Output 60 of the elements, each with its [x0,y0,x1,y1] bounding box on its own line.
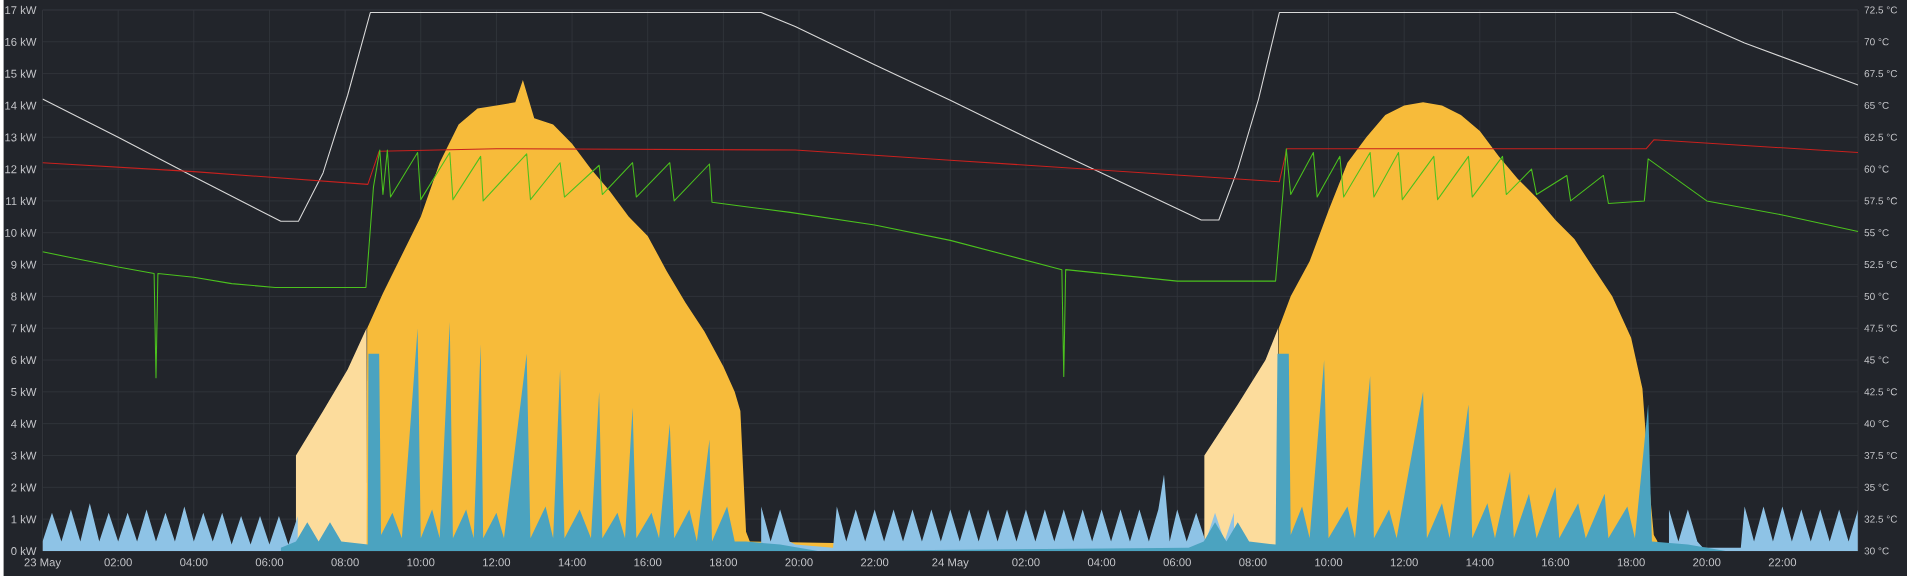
x-tick-label: 14:00 [558,558,586,567]
y-tick-label: 6 kW [11,355,37,365]
y2-tick-label: 50 °C [1864,292,1889,300]
y2-tick-label: 72.5 °C [1864,6,1898,14]
x-tick-label: 22:00 [861,558,889,567]
x-tick-label: 20:00 [785,558,813,567]
y2-tick-label: 40 °C [1864,420,1889,428]
y2-tick-label: 35 °C [1864,483,1889,491]
y-tick-label: 5 kW [11,387,37,397]
x-tick-label: 22:00 [1768,558,1797,567]
x-tick-label: 24 May [932,558,969,569]
x-tick-label: 18:00 [1617,558,1645,567]
x-tick-label: 06:00 [1163,558,1191,567]
x-tick-label: 08:00 [1239,558,1267,567]
x-tick-label: 10:00 [407,558,435,567]
y2-tick-label: 60 °C [1864,165,1889,173]
y2-tick-label: 65 °C [1864,101,1889,110]
y2-tick-label: 30 °C [1864,547,1889,555]
y-tick-label: 8 kW [11,292,37,301]
y2-tick-label: 47.5 °C [1864,324,1898,332]
y-tick-label: 1 kW [11,515,37,524]
y-tick-label: 12 kW [5,165,37,174]
x-tick-label: 16:00 [634,558,662,567]
x-tick-label: 04:00 [180,558,208,567]
y-tick-label: 7 kW [11,324,37,333]
x-tick-label: 02:00 [1012,558,1040,567]
x-tick-label: 23 May [24,558,62,569]
y-tick-label: 9 kW [11,260,37,269]
y2-tick-label: 52.5 °C [1864,261,1898,269]
x-tick-label: 02:00 [104,558,132,567]
x-tick-label: 16:00 [1542,558,1570,567]
x-tick-label: 06:00 [255,558,284,567]
y2-tick-label: 32.5 °C [1864,515,1898,523]
y2-tick-label: 62.5 °C [1864,133,1898,141]
x-tick-label: 12:00 [1390,558,1418,567]
x-tick-label: 20:00 [1693,558,1721,567]
y-tick-label: 17 kW [5,5,37,15]
y2-tick-label: 42.5 °C [1864,388,1898,396]
y-tick-label: 2 kW [11,483,37,492]
y-tick-label: 11 kW [6,196,37,206]
x-tick-label: 18:00 [710,558,738,567]
x-tick-label: 12:00 [483,558,511,567]
x-tick-label: 10:00 [1315,558,1343,567]
y-tick-label: 14 kW [5,101,37,110]
y2-tick-label: 70 °C [1864,38,1889,46]
y-tick-label: 15 kW [5,69,37,78]
y2-tick-label: 37.5 °C [1864,452,1898,460]
y-tick-label: 13 kW [5,133,37,142]
y-tick-label: 16 kW [5,37,37,46]
y2-tick-label: 67.5 °C [1864,70,1898,78]
y-tick-label: 4 kW [10,419,37,428]
y-tick-label: 10 kW [5,228,37,237]
x-tick-label: 08:00 [331,558,359,567]
y-tick-label: 3 kW [11,451,37,460]
y-tick-label: 0 kW [11,546,37,556]
x-tick-label: 14:00 [1466,558,1494,567]
y2-tick-label: 57.5 °C [1864,197,1898,205]
y2-tick-label: 55 °C [1864,229,1889,237]
y2-tick-label: 45 °C [1864,356,1889,364]
x-tick-label: 04:00 [1087,558,1116,567]
